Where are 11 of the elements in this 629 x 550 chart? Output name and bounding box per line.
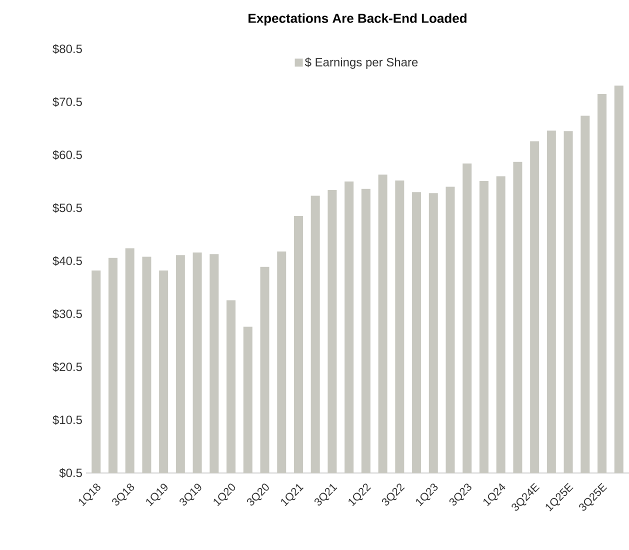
legend-label: $ Earnings per Share (304, 57, 418, 69)
y-tick-label: $30.5 (52, 309, 82, 319)
chart-title: Expectations Are Back-End Loaded (248, 13, 466, 26)
y-tick-label: $60.5 (52, 150, 82, 160)
y-tick-label: $0.5 (59, 468, 82, 478)
y-tick-label: $80.5 (52, 44, 82, 54)
y-tick-label: $10.5 (52, 415, 82, 425)
y-tick-label: $20.5 (52, 362, 82, 372)
y-tick-label: $70.5 (52, 97, 82, 107)
y-tick-label: $50.5 (52, 203, 82, 213)
y-tick-label: $40.5 (52, 256, 82, 266)
